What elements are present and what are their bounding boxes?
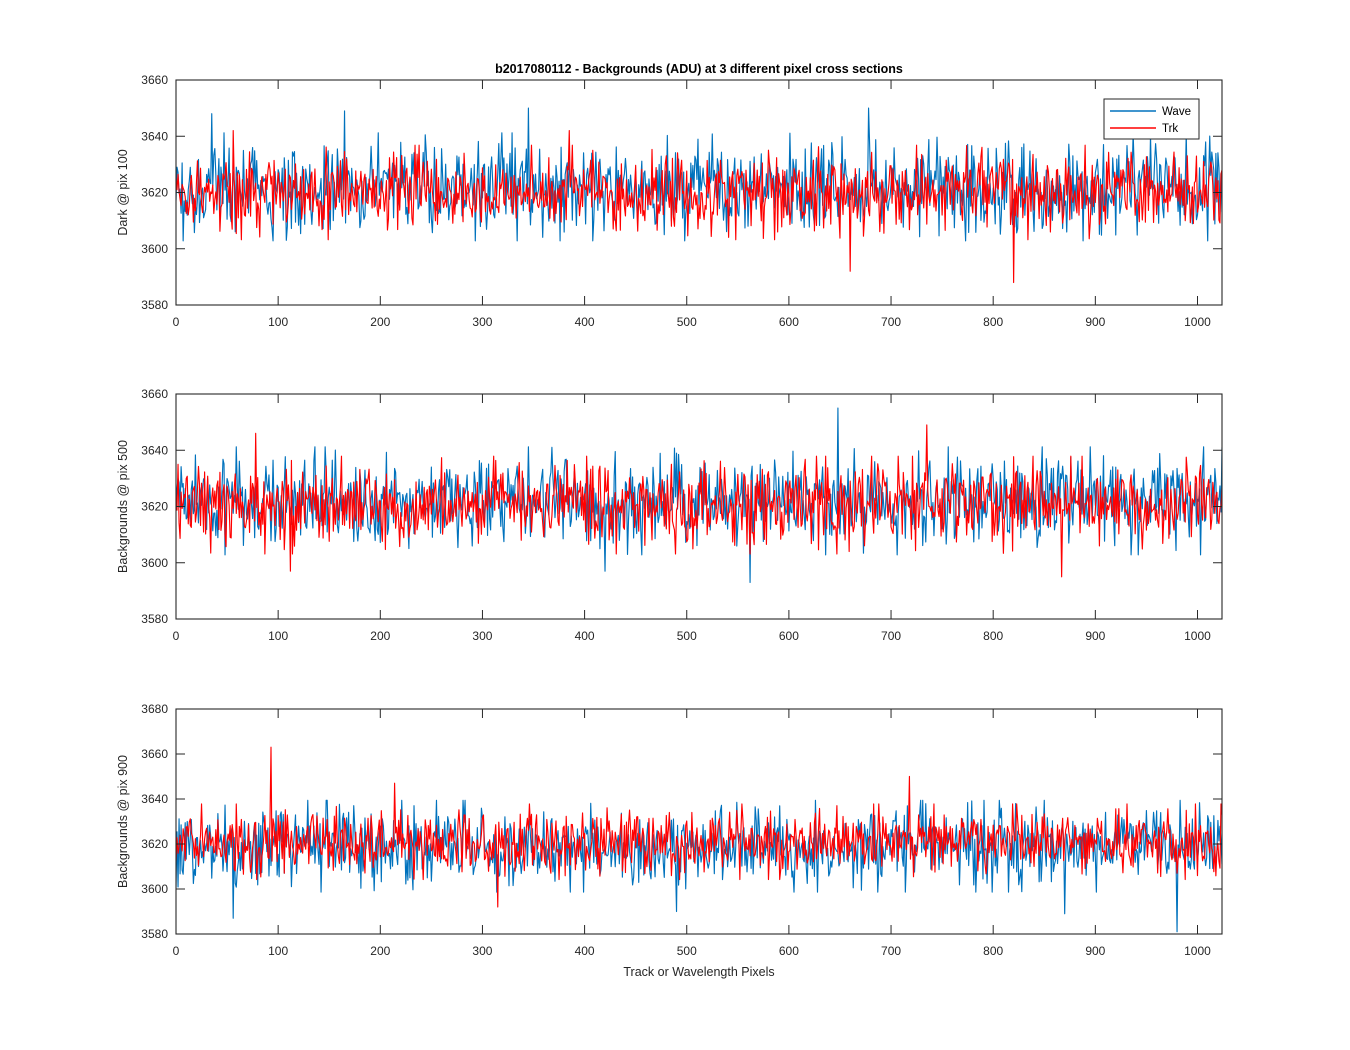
- subplot-1: 0 100 200 300 400 500 600 700 800 900 1000 3580 3600…: [116, 73, 1223, 329]
- x-tick-label: 600: [779, 944, 799, 958]
- y-tick-label: 3660: [141, 387, 168, 401]
- y-tick-label: 3580: [141, 927, 168, 941]
- y-axis-label: Dark @ pix 100: [116, 149, 130, 235]
- x-tick-label: 0: [173, 315, 180, 329]
- legend: Wave Trk: [1103, 98, 1200, 140]
- x-tick-label: 1000: [1184, 315, 1211, 329]
- series-line-trk: [176, 130, 1222, 284]
- x-tick-label: 600: [779, 315, 799, 329]
- x-tick-label: 500: [677, 629, 697, 643]
- series-line-trk: [176, 424, 1222, 578]
- series-group: [176, 407, 1222, 584]
- legend-box: [1103, 98, 1200, 140]
- y-tick-label: 3640: [141, 443, 168, 457]
- x-tick-label: 900: [1085, 315, 1105, 329]
- x-tick-label: 400: [575, 944, 595, 958]
- series-group: [176, 746, 1222, 933]
- x-tick-label: 500: [677, 315, 697, 329]
- y-tick-label: 3580: [141, 612, 168, 626]
- subplot-2: 0 100 200 300 400 500 600 700 800 900 1000 3580 3600…: [116, 387, 1223, 643]
- series-line-trk: [176, 746, 1222, 908]
- x-tick-label: 700: [881, 944, 901, 958]
- series-group: [176, 107, 1222, 284]
- x-tick-label: 900: [1085, 629, 1105, 643]
- x-tick-label: 300: [472, 944, 492, 958]
- y-tick-label: 3620: [141, 186, 168, 200]
- y-tick-label: 3600: [141, 242, 168, 256]
- x-tick-label: 900: [1085, 944, 1105, 958]
- x-tick-label: 600: [779, 629, 799, 643]
- x-tick-label: 200: [370, 944, 390, 958]
- y-tick-label: 3580: [141, 298, 168, 312]
- x-tick-label: 200: [370, 629, 390, 643]
- x-tick-label: 700: [881, 629, 901, 643]
- x-tick-label: 400: [575, 315, 595, 329]
- x-tick-label: 100: [268, 315, 288, 329]
- x-tick-label: 500: [677, 944, 697, 958]
- y-tick-label: 3640: [141, 792, 168, 806]
- y-tick-label: 3620: [141, 500, 168, 514]
- x-tick-label: 100: [268, 944, 288, 958]
- legend-label-trk: Trk: [1162, 123, 1178, 135]
- x-tick-label: 800: [983, 629, 1003, 643]
- x-tick-label: 200: [370, 315, 390, 329]
- x-tick-label: 300: [472, 629, 492, 643]
- y-tick-label: 3660: [141, 747, 168, 761]
- x-tick-label: 700: [881, 315, 901, 329]
- y-axis-label: Backgrounds @ pix 500: [116, 440, 130, 573]
- figure-title: b2017080112 - Backgrounds (ADU) at 3 dif…: [495, 62, 903, 76]
- x-tick-label: 0: [173, 629, 180, 643]
- axes-container: 0 100 200 300 400 500 600 700 800 900 100035803600…: [116, 73, 1223, 979]
- y-tick-label: 3660: [141, 73, 168, 87]
- x-tick-label: 800: [983, 315, 1003, 329]
- legend-label-wave: Wave: [1162, 106, 1191, 118]
- y-tick-label: 3600: [141, 556, 168, 570]
- y-tick-label: 3620: [141, 837, 168, 851]
- y-axis-label: Backgrounds @ pix 900: [116, 755, 130, 888]
- subplot-3: 0 100 200 300 400 500 600 700 800 900 1000 3580 3600…: [116, 702, 1223, 979]
- y-tick-label: 3640: [141, 129, 168, 143]
- x-tick-label: 1000: [1184, 944, 1211, 958]
- x-axis-label: Track or Wavelength Pixels: [623, 965, 774, 979]
- x-tick-label: 1000: [1184, 629, 1211, 643]
- axes-box: [175, 708, 1223, 935]
- y-tick-label: 3680: [141, 702, 168, 716]
- x-tick-label: 100: [268, 629, 288, 643]
- x-tick-label: 400: [575, 629, 595, 643]
- x-tick-label: 800: [983, 944, 1003, 958]
- x-tick-label: 300: [472, 315, 492, 329]
- y-tick-label: 3600: [141, 882, 168, 896]
- x-tick-label: 0: [173, 944, 180, 958]
